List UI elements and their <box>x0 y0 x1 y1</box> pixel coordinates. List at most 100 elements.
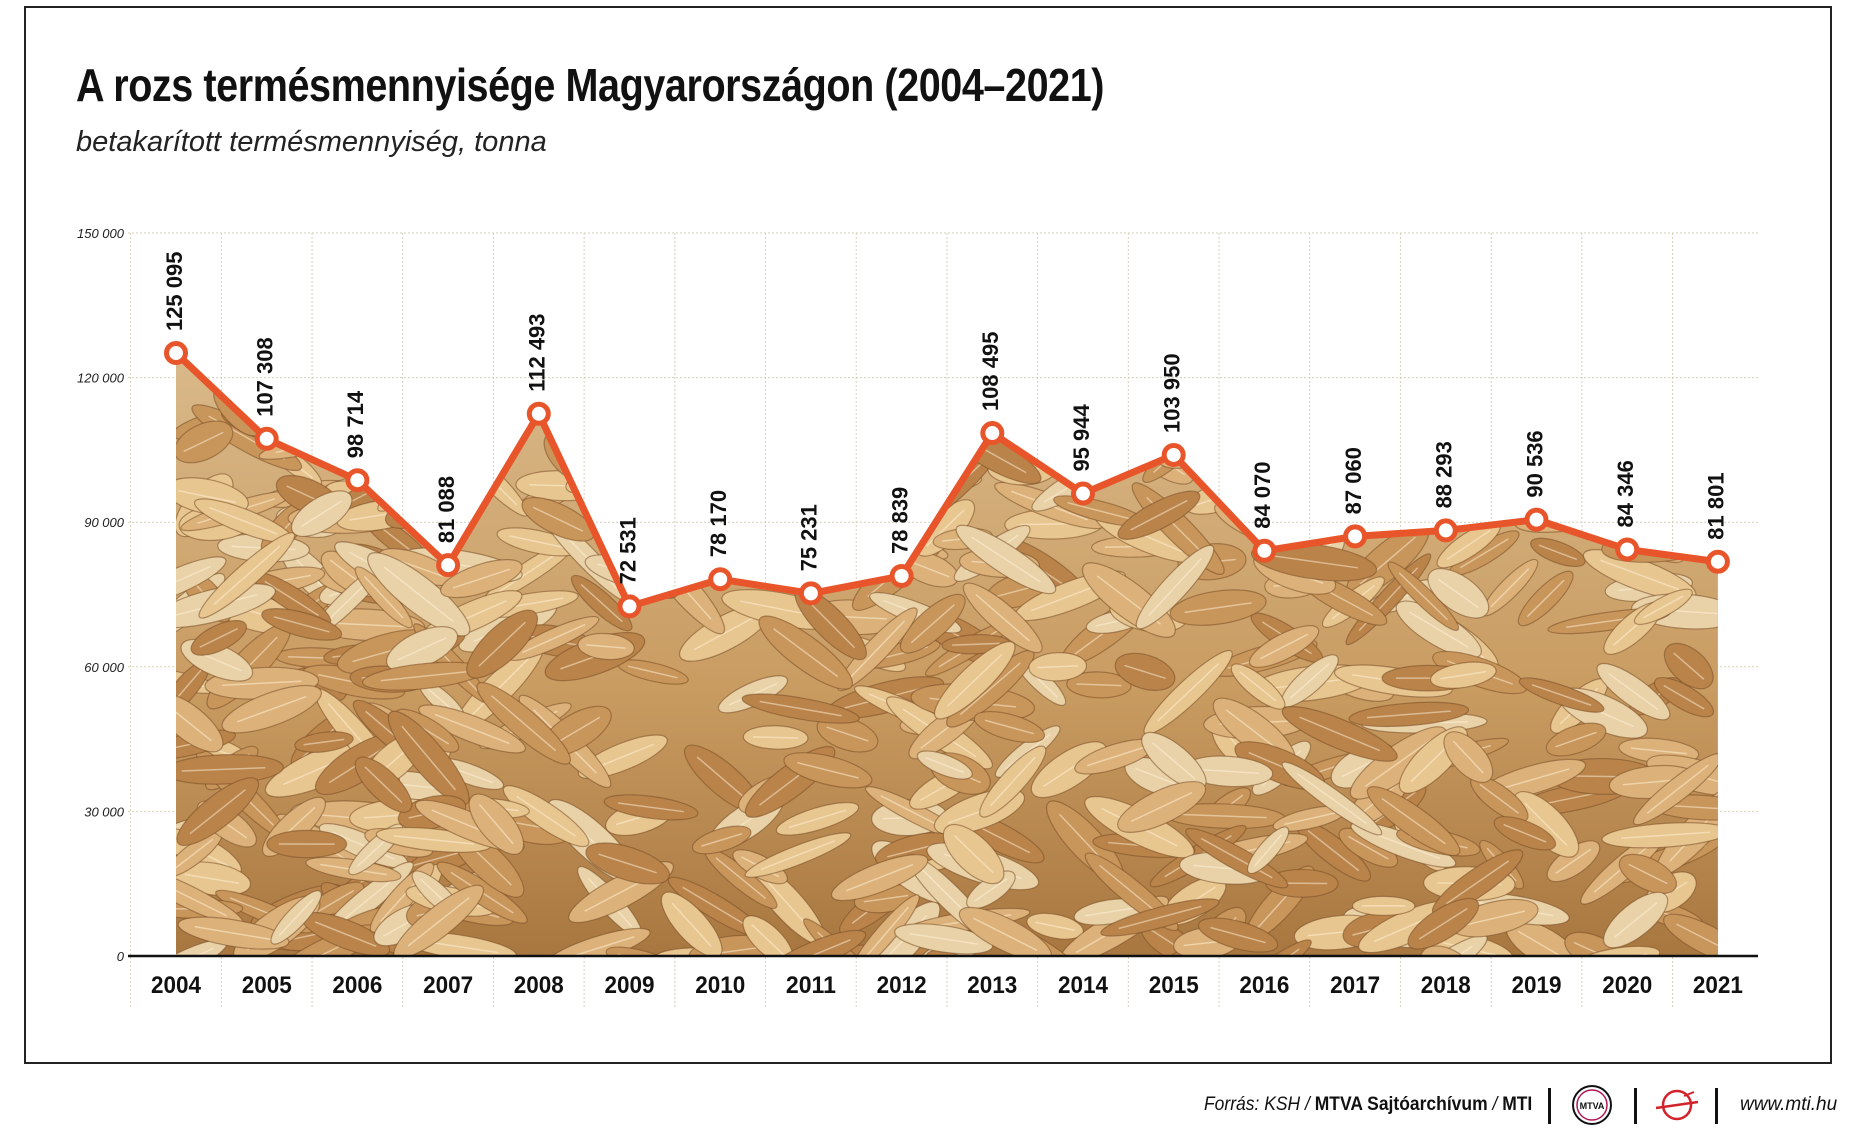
grain-highlight <box>1315 396 1394 411</box>
grain-highlight <box>388 420 429 441</box>
x-tick-label: 2008 <box>514 972 564 999</box>
grain-highlight <box>973 917 1038 952</box>
grain-highlight <box>1289 663 1330 699</box>
grain-highlight <box>1037 665 1078 669</box>
grain-highlight <box>532 506 584 532</box>
grain-highlight <box>708 443 768 454</box>
grain-highlight <box>176 669 202 712</box>
grain-highlight <box>399 377 468 426</box>
grain-kernel <box>885 387 954 424</box>
grain-kernel <box>858 415 970 480</box>
grain-highlight <box>682 886 750 928</box>
grain-highlight <box>221 680 302 686</box>
grain-highlight <box>1673 652 1705 680</box>
data-label: 125 095 <box>162 252 187 332</box>
grain-highlight <box>303 738 345 746</box>
grain-highlight <box>640 470 670 504</box>
grain-kernel <box>562 378 620 424</box>
grain-highlight <box>432 399 473 404</box>
grain-highlight <box>1467 408 1505 428</box>
grain-highlight <box>975 594 1031 642</box>
footer-divider <box>1634 1088 1637 1124</box>
grain-highlight <box>1644 465 1695 515</box>
mtva-logo-icon[interactable]: MTVA <box>1571 1084 1613 1126</box>
grain-highlight <box>671 960 751 966</box>
y-tick-label: 150 000 <box>77 226 125 241</box>
mti-logo-icon[interactable] <box>1654 1086 1700 1124</box>
grain-highlight <box>278 898 314 936</box>
x-tick-label: 2006 <box>332 972 382 999</box>
data-point <box>436 553 461 578</box>
grain-highlight <box>1643 595 1684 619</box>
grain-highlight <box>1086 746 1144 767</box>
data-point <box>1524 507 1549 532</box>
grain-kernel <box>1458 397 1515 439</box>
grain-highlight <box>875 427 953 468</box>
grain-highlight <box>1108 447 1168 452</box>
data-label: 84 346 <box>1613 460 1638 527</box>
grain-highlight <box>401 725 457 791</box>
grain-highlight <box>176 703 212 742</box>
data-label: 81 088 <box>434 476 459 543</box>
grain-highlight <box>909 560 950 578</box>
grain-highlight <box>751 924 785 956</box>
grain-highlight <box>1366 830 1441 860</box>
grain-kernel <box>781 456 858 487</box>
grain-highlight <box>334 873 400 928</box>
grain-highlight <box>806 599 855 649</box>
grain-highlight <box>384 392 458 427</box>
grain-highlight <box>788 809 847 829</box>
x-tick-label: 2021 <box>1693 972 1743 999</box>
grain-highlight <box>181 766 266 772</box>
grain-highlight <box>1409 611 1469 648</box>
grain-highlight <box>959 662 1021 716</box>
source-credit: Forrás: KSH / MTVA Sajtóarchívum / MTI <box>1204 1094 1532 1134</box>
grain-highlight <box>1299 716 1381 752</box>
grain-highlight <box>1067 501 1133 521</box>
grain-highlight <box>176 876 227 917</box>
grain-kernel <box>1420 945 1476 956</box>
grain-highlight <box>1084 907 1135 917</box>
grain-highlight <box>1658 490 1699 515</box>
grain-highlight <box>393 835 474 845</box>
grain-highlight <box>383 566 455 623</box>
grain-highlight <box>1076 683 1122 687</box>
grain-highlight <box>625 424 699 443</box>
grain-kernel <box>379 390 493 445</box>
series-line <box>172 349 1722 610</box>
grain-kernel <box>379 413 438 448</box>
website-link[interactable]: www.mti.hu <box>1740 1094 1838 1115</box>
grain-highlight <box>1437 578 1479 609</box>
data-label: 75 231 <box>797 504 822 571</box>
grain-highlight <box>1630 747 1687 755</box>
grain-highlight <box>1555 731 1597 748</box>
source-separator: / <box>1487 1094 1503 1115</box>
markers <box>164 341 1730 619</box>
grain-kernel <box>423 385 482 418</box>
grain-highlight <box>273 616 330 633</box>
grain-highlight <box>1152 742 1196 780</box>
data-point <box>164 341 188 366</box>
grain-highlight <box>363 575 404 619</box>
grain-highlight <box>1366 710 1451 719</box>
grain-highlight <box>580 458 651 484</box>
grain-highlight <box>946 653 1003 707</box>
grain-highlight <box>797 761 859 779</box>
grain-highlight <box>177 489 236 504</box>
grain-highlight <box>1307 830 1360 872</box>
grain-kernel <box>363 386 452 420</box>
grain-highlight <box>521 623 586 654</box>
grain-highlight <box>989 756 1036 807</box>
grain-highlight <box>1464 910 1526 926</box>
x-tick-label: 2005 <box>242 972 292 999</box>
grain-kernel <box>1559 404 1652 454</box>
chart-subtitle: betakarított termésmennyiség, tonna <box>76 126 547 158</box>
mtva-logo-text: MTVA <box>1580 1101 1605 1111</box>
grain-highlight <box>478 621 526 667</box>
data-label: 88 293 <box>1432 441 1457 508</box>
grain-kernel <box>377 384 442 455</box>
grain-highlight <box>364 766 403 804</box>
grain-kernel <box>1633 454 1706 526</box>
grain-highlight <box>909 932 979 945</box>
grain-kernel <box>760 439 811 487</box>
